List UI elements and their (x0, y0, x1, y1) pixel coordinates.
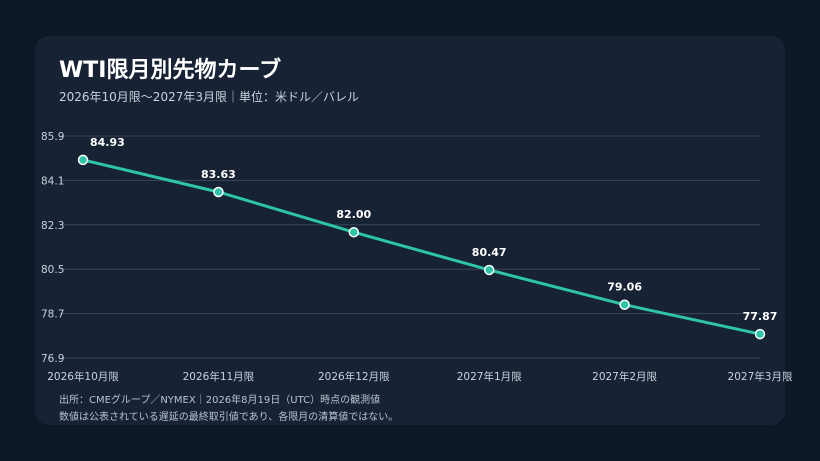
data-label: 77.87 (743, 310, 778, 323)
x-tick-label: 2027年3月限 (728, 370, 793, 383)
x-tick-label: 2026年12月限 (318, 370, 390, 383)
data-point (77, 154, 89, 166)
y-tick-label: 80.5 (41, 264, 64, 276)
y-tick-label: 78.7 (41, 309, 64, 321)
data-label: 83.63 (201, 168, 236, 181)
y-tick-label: 82.3 (41, 220, 64, 232)
data-point (619, 299, 630, 310)
disclaimer-note: 数値は公表されている遅延の最終取引値であり、各限月の清算値ではない。 (59, 412, 399, 423)
data-label: 80.47 (472, 246, 507, 259)
source-note: 出所：CMEグループ／NYMEX｜2026年8月19日（UTC）時点の観測値 (59, 395, 381, 406)
chart-title: WTI限月別先物カーブ (59, 58, 282, 83)
chart-card (35, 36, 785, 425)
y-tick-label: 85.9 (41, 131, 64, 143)
y-tick-label: 84.1 (41, 175, 64, 187)
chart-subtitle: 2026年10月限〜2027年3月限｜単位：米ドル／バレル (59, 90, 359, 104)
data-point (754, 328, 766, 340)
data-label: 82.00 (336, 208, 371, 221)
x-tick-label: 2027年1月限 (457, 370, 522, 383)
series-line (81, 158, 762, 336)
x-tick-label: 2026年11月限 (183, 370, 255, 383)
y-tick-label: 76.9 (41, 353, 64, 365)
data-label: 84.93 (90, 136, 125, 149)
x-tick-label: 2027年2月限 (592, 370, 657, 383)
x-tick-label: 2026年10月限 (47, 370, 119, 383)
data-point (483, 264, 495, 276)
data-point (348, 226, 360, 238)
data-label: 79.06 (607, 281, 642, 294)
data-point (213, 186, 224, 198)
